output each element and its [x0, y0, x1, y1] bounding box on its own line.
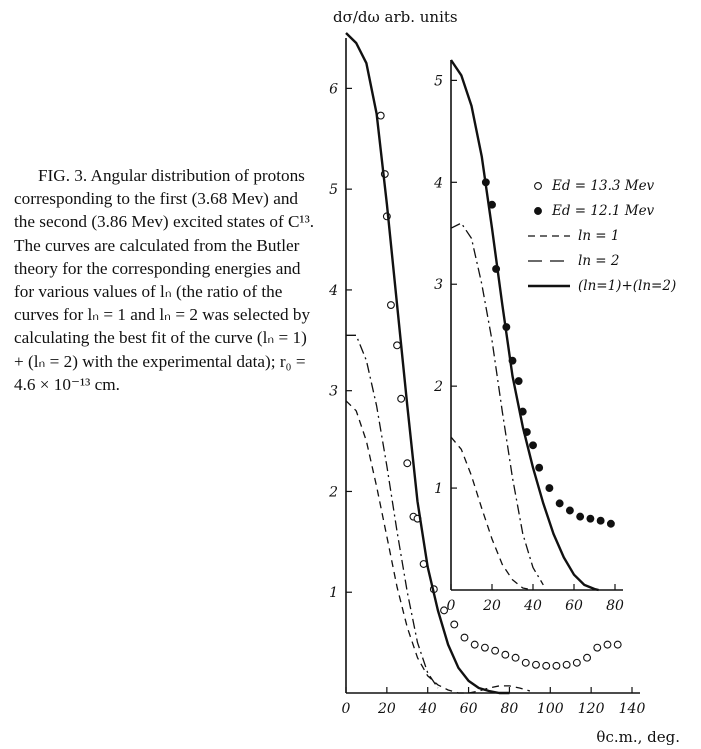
main-curve: [345, 32, 510, 695]
main-point: [386, 301, 395, 309]
main-point: [572, 658, 581, 667]
legend: Ed = 13.3 Mev Ed = 12.1 Mev ln = 1 ln = 2 (l…: [528, 178, 676, 294]
inset-point: [529, 441, 537, 450]
main-x-tick-label: 120: [578, 701, 605, 717]
main-curve: [346, 334, 439, 689]
inset-point: [545, 484, 554, 493]
inset-axes: 0 20 40 60 80 1 2 3 4 5: [433, 59, 624, 614]
inset-x-tick-label: 60: [565, 598, 583, 614]
main-x-tick-label: 140: [619, 701, 646, 717]
main-x-tick-label: 40: [418, 701, 437, 717]
main-point: [501, 650, 510, 659]
main-x-tick-label: 80: [501, 701, 519, 717]
main-curve: [345, 400, 531, 694]
main-point: [552, 661, 561, 670]
main-point: [542, 661, 551, 670]
inset-point: [576, 512, 585, 521]
main-point: [583, 653, 592, 662]
inset-x-tick-label: 0: [447, 598, 456, 614]
inset-x-tick-label: 40: [523, 598, 542, 614]
main-y-tick-label: 4: [328, 283, 338, 299]
main-point: [376, 111, 385, 120]
main-point: [521, 658, 530, 667]
main-y-tick-label: 6: [329, 81, 338, 97]
inset-point: [514, 377, 523, 386]
inset-point: [596, 516, 605, 525]
main-y-tick-label: 2: [328, 484, 338, 500]
main-point: [450, 620, 459, 629]
main-x-tick-label: 20: [377, 701, 396, 717]
main-point: [470, 640, 479, 649]
main-point: [532, 660, 540, 669]
inset-x-tick-label: 80: [606, 598, 624, 614]
inset-point: [586, 514, 595, 523]
main-point: [562, 660, 571, 669]
inset-point: [555, 499, 564, 508]
inset-x-tick-label: 20: [482, 598, 501, 614]
figure-caption: FIG. 3. Angular distribution of protons …: [14, 164, 318, 396]
inset-y-tick-label: 3: [434, 277, 443, 293]
inset-y-tick-label: 2: [433, 379, 443, 395]
inset-point: [606, 519, 615, 528]
main-point: [593, 643, 602, 652]
main-point: [480, 643, 489, 652]
main-point: [603, 640, 612, 649]
inset-point: [565, 506, 574, 515]
legend-label: ln = 2: [578, 253, 620, 269]
caption-text: FIG. 3. Angular distribution of protons …: [14, 166, 315, 394]
main-point: [460, 633, 469, 642]
main-point: [440, 606, 449, 615]
main-point: [511, 653, 520, 662]
main-point: [613, 640, 622, 649]
inset-curve: [450, 222, 544, 586]
legend-label: ln = 1: [578, 228, 620, 244]
x-axis-label: θc.m., deg.: [596, 728, 680, 746]
legend-label: (ln=1)+(ln=2): [578, 278, 676, 294]
legend-marker: [534, 207, 542, 215]
main-y-tick-label: 3: [329, 384, 338, 400]
main-y-tick-label: 5: [329, 182, 338, 198]
legend-label: Ed = 12.1 Mev: [551, 203, 655, 219]
main-point: [403, 459, 412, 468]
y-axis-label: dσ/dω arb. units: [333, 8, 458, 26]
main-x-tick-label: 0: [342, 701, 351, 717]
inset-curve: [450, 59, 599, 592]
main-point: [491, 646, 500, 655]
legend-label: Ed = 13.3 Mev: [551, 178, 655, 194]
main-point: [393, 341, 402, 350]
main-x-tick-label: 60: [460, 701, 478, 717]
main-y-tick-label: 1: [329, 585, 338, 601]
legend-marker: [534, 182, 542, 190]
main-point: [397, 394, 406, 403]
inset-curve: [450, 436, 534, 591]
inset-y-tick-label: 1: [434, 481, 443, 497]
main-x-tick-label: 100: [537, 701, 564, 717]
inset-y-tick-label: 5: [434, 73, 443, 89]
inset-point: [535, 463, 544, 472]
inset-y-tick-label: 4: [433, 175, 443, 191]
